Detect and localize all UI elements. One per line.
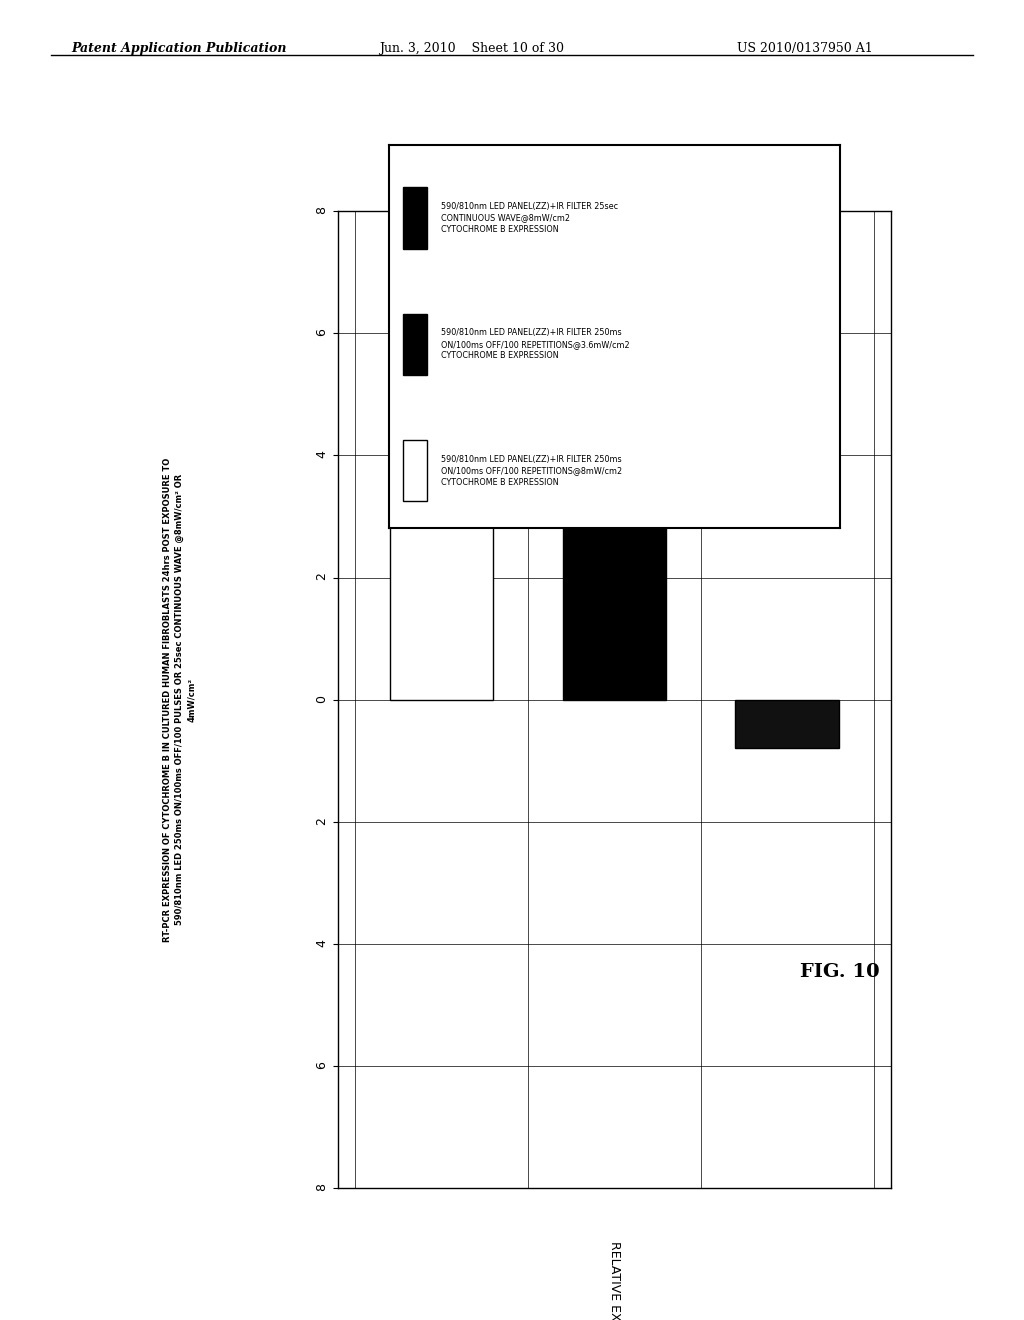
Text: RT-PCR EXPRESSION OF CYTOCHROME B IN CULTURED HUMAN FIBROBLASTS 24hrs POST EXPOS: RT-PCR EXPRESSION OF CYTOCHROME B IN CUL… bbox=[163, 458, 196, 941]
Text: RELATIVE EXPRESSION: RELATIVE EXPRESSION bbox=[608, 1241, 621, 1320]
Bar bbox=[390, 334, 494, 700]
Text: US 2010/0137950 A1: US 2010/0137950 A1 bbox=[737, 42, 873, 55]
Text: FIG. 10: FIG. 10 bbox=[800, 962, 880, 981]
Bar bbox=[402, 187, 427, 248]
Bar bbox=[562, 516, 667, 700]
Text: 590/810nm LED PANEL(ZZ)+IR FILTER 25sec
CONTINUOUS WAVE@8mW/cm2
CYTOCHROME B EXP: 590/810nm LED PANEL(ZZ)+IR FILTER 25sec … bbox=[441, 202, 618, 234]
Text: Patent Application Publication: Patent Application Publication bbox=[72, 42, 287, 55]
Text: Jun. 3, 2010    Sheet 10 of 30: Jun. 3, 2010 Sheet 10 of 30 bbox=[379, 42, 564, 55]
Bar bbox=[402, 314, 427, 375]
Text: 590/810nm LED PANEL(ZZ)+IR FILTER 250ms
ON/100ms OFF/100 REPETITIONS@3.6mW/cm2
C: 590/810nm LED PANEL(ZZ)+IR FILTER 250ms … bbox=[441, 329, 630, 360]
Text: 590/810nm LED PANEL(ZZ)+IR FILTER 250ms
ON/100ms OFF/100 REPETITIONS@8mW/cm2
CYT: 590/810nm LED PANEL(ZZ)+IR FILTER 250ms … bbox=[441, 454, 622, 487]
Bar bbox=[402, 440, 427, 502]
Bar bbox=[735, 700, 839, 748]
